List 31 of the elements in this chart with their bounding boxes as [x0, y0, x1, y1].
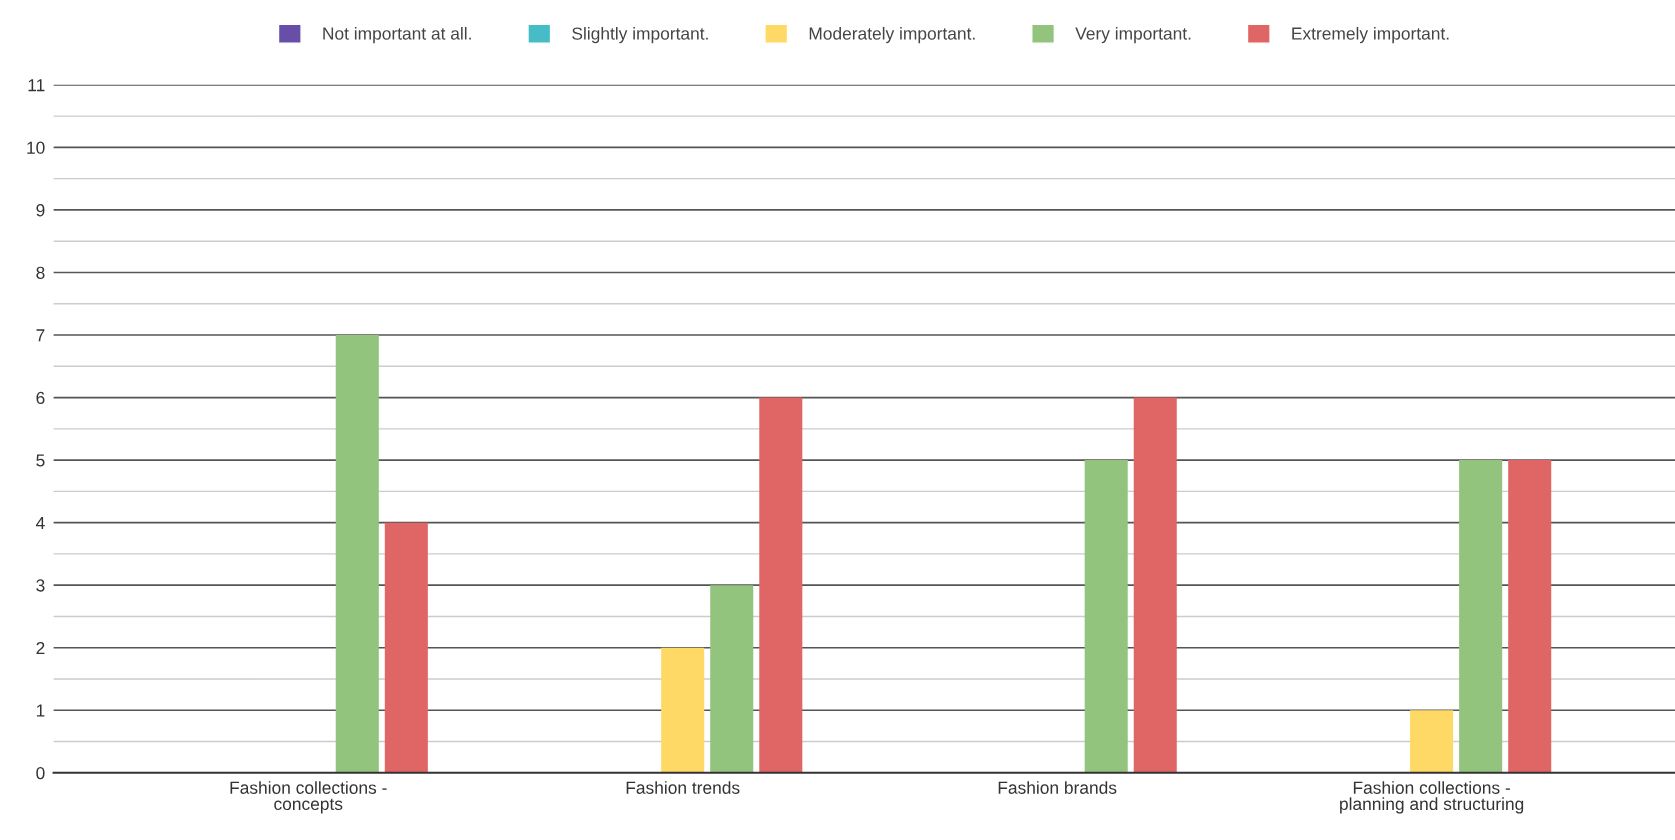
bar: [1459, 460, 1503, 773]
y-tick-label: 3: [36, 579, 45, 592]
bar: [1508, 460, 1552, 773]
legend-label: Not important at all.: [323, 26, 471, 44]
legend-label: Moderately important.: [809, 26, 975, 44]
x-tick-label: Fashion trends: [626, 781, 740, 794]
x-tick-label: Fashion collections - concepts: [230, 781, 387, 814]
bar: [710, 585, 754, 773]
bar: [335, 335, 379, 773]
y-tick-label: 9: [36, 204, 45, 217]
y-tick-label: 10: [27, 141, 45, 154]
bar: [1084, 460, 1128, 773]
bar: [1133, 397, 1177, 773]
legend-label: Very important.: [1075, 26, 1191, 44]
y-tick-label: 4: [36, 516, 45, 529]
y-tick-label: 2: [36, 641, 45, 655]
legend-label: Extremely important.: [1292, 26, 1449, 44]
y-tick-label: 5: [36, 454, 45, 467]
bar: [384, 522, 428, 773]
x-tick-label: Fashion collections - planning and structuring: [1340, 781, 1524, 814]
y-tick-label: 0: [36, 766, 45, 780]
y-tick-label: 7: [36, 329, 45, 342]
bar: [759, 397, 803, 773]
bar: [1410, 710, 1454, 773]
y-tick-label: 8: [36, 266, 45, 279]
y-tick-label: 6: [36, 391, 45, 405]
y-tick-label: 1: [36, 704, 45, 717]
y-tick-label: 11: [28, 79, 45, 92]
x-tick-label: Fashion brands: [998, 781, 1117, 794]
legend-label: Slightly important.: [572, 26, 708, 44]
bar: [661, 647, 705, 773]
